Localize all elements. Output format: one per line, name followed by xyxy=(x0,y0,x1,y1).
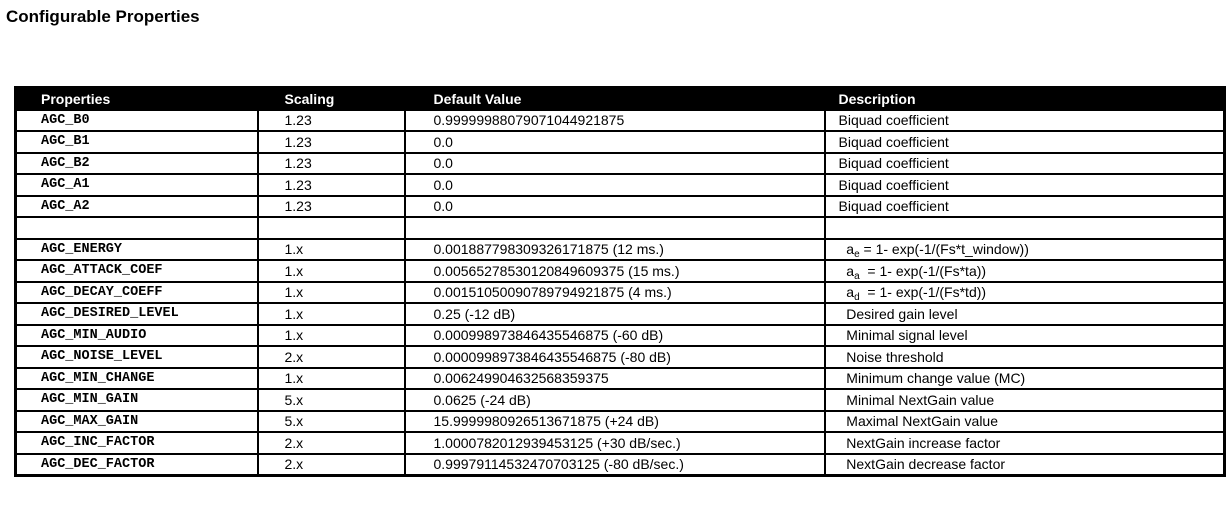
cell-description: Biquad coefficient xyxy=(823,194,1226,218)
cell-description: aa = 1- exp(-1/(Fs*ta)) xyxy=(823,259,1226,283)
table-row: AGC_ENERGY 1.x 0.001887798309326171875 (12… xyxy=(14,237,1226,261)
cell-scaling: 1.23 xyxy=(256,151,406,175)
cell-default-value: 0.00565278530120849609375 (15 ms.) xyxy=(403,259,826,283)
configurable-properties-table: Properties Scaling Default Value Descrip… xyxy=(14,86,1226,477)
cell-description: Maximal NextGain value xyxy=(823,409,1226,433)
table-row: AGC_B2 1.23 0.0 Biquad coefficient xyxy=(14,151,1226,175)
cell-scaling: 1.x xyxy=(256,280,406,304)
table-row: AGC_NOISE_LEVEL 2.x 0.00009989738464355468… xyxy=(14,345,1226,369)
cell-property: AGC_B2 xyxy=(14,151,259,175)
cell-default-value: 0.0 xyxy=(403,173,826,197)
cell-property: AGC_B0 xyxy=(14,108,259,132)
cell-default-value xyxy=(403,216,826,240)
table-header-row: Properties Scaling Default Value Descrip… xyxy=(14,86,1226,111)
cell-default-value: 0.000998973846435546875 (-60 dB) xyxy=(403,323,826,347)
cell-default-value: 0.006249904632568359375 xyxy=(403,366,826,390)
cell-description: NextGain increase factor xyxy=(823,431,1226,455)
cell-scaling: 5.x xyxy=(256,388,406,412)
cell-scaling: 5.x xyxy=(256,409,406,433)
cell-default-value: 0.99979114532470703125 (-80 dB/sec.) xyxy=(403,452,826,476)
cell-default-value: 0.25 (-12 dB) xyxy=(403,302,826,326)
cell-description: ae = 1- exp(-1/(Fs*t_window)) xyxy=(823,237,1226,261)
cell-property: AGC_MIN_AUDIO xyxy=(14,323,259,347)
table-row: AGC_MAX_GAIN 5.x 15.9999980926513671875 (+… xyxy=(14,409,1226,433)
cell-scaling: 1.23 xyxy=(256,173,406,197)
table-row: AGC_MIN_AUDIO 1.x 0.000998973846435546875 … xyxy=(14,323,1226,347)
cell-scaling: 1.x xyxy=(256,323,406,347)
table-row: AGC_MIN_CHANGE 1.x 0.006249904632568359375… xyxy=(14,366,1226,390)
cell-default-value: 0.00151050090789794921875 (4 ms.) xyxy=(403,280,826,304)
cell-property: AGC_DEC_FACTOR xyxy=(14,452,259,476)
cell-default-value: 0.99999988079071044921875 xyxy=(403,108,826,132)
cell-default-value: 0.001887798309326171875 (12 ms.) xyxy=(403,237,826,261)
cell-description: Biquad coefficient xyxy=(823,173,1226,197)
cell-scaling: 2.x xyxy=(256,345,406,369)
table-row: AGC_DEC_FACTOR 2.x 0.99979114532470703125 … xyxy=(14,452,1226,476)
cell-default-value: 0.0 xyxy=(403,151,826,175)
cell-default-value: 15.9999980926513671875 (+24 dB) xyxy=(403,409,826,433)
column-header-properties: Properties xyxy=(14,86,259,111)
cell-description: Noise threshold xyxy=(823,345,1226,369)
cell-property: AGC_DESIRED_LEVEL xyxy=(14,302,259,326)
cell-property: AGC_A2 xyxy=(14,194,259,218)
cell-scaling: 1.x xyxy=(256,237,406,261)
table-row: AGC_A2 1.23 0.0 Biquad coefficient xyxy=(14,194,1226,218)
table-row: AGC_DECAY_COEFF 1.x 0.00151050090789794921… xyxy=(14,280,1226,304)
cell-scaling: 1.23 xyxy=(256,130,406,154)
cell-description: ad = 1- exp(-1/(Fs*td)) xyxy=(823,280,1226,304)
table-row: AGC_B1 1.23 0.0 Biquad coefficient xyxy=(14,130,1226,154)
table-row: AGC_ATTACK_COEF 1.x 0.00565278530120849609… xyxy=(14,259,1226,283)
column-header-default-value: Default Value xyxy=(403,86,826,111)
cell-description: Minimal NextGain value xyxy=(823,388,1226,412)
cell-scaling: 2.x xyxy=(256,452,406,476)
table-row: AGC_DESIRED_LEVEL 1.x 0.25 (-12 dB) Desire… xyxy=(14,302,1226,326)
cell-scaling: 1.23 xyxy=(256,108,406,132)
cell-property: AGC_ENERGY xyxy=(14,237,259,261)
cell-property: AGC_MAX_GAIN xyxy=(14,409,259,433)
cell-description: Minimal signal level xyxy=(823,323,1226,347)
cell-property: AGC_INC_FACTOR xyxy=(14,431,259,455)
cell-default-value: 0.0 xyxy=(403,194,826,218)
cell-scaling: 1.23 xyxy=(256,194,406,218)
table-row: AGC_A1 1.23 0.0 Biquad coefficient xyxy=(14,173,1226,197)
spacer-row xyxy=(14,216,1226,240)
table-body: AGC_B0 1.23 0.99999988079071044921875 Biqua… xyxy=(14,108,1226,476)
column-header-description: Description xyxy=(823,86,1226,111)
cell-property: AGC_MIN_CHANGE xyxy=(14,366,259,390)
cell-property: AGC_A1 xyxy=(14,173,259,197)
cell-description: Biquad coefficient xyxy=(823,130,1226,154)
table-row: AGC_B0 1.23 0.99999988079071044921875 Biqua… xyxy=(14,108,1226,132)
cell-scaling: 1.x xyxy=(256,302,406,326)
cell-description: Minimum change value (MC) xyxy=(823,366,1226,390)
cell-property: AGC_MIN_GAIN xyxy=(14,388,259,412)
cell-default-value: 0.0 xyxy=(403,130,826,154)
cell-description xyxy=(823,216,1226,240)
page-title: Configurable Properties xyxy=(6,7,200,26)
cell-scaling: 1.x xyxy=(256,366,406,390)
cell-default-value: 0.0000998973846435546875 (-80 dB) xyxy=(403,345,826,369)
cell-scaling xyxy=(256,216,406,240)
cell-description: Desired gain level xyxy=(823,302,1226,326)
cell-property xyxy=(14,216,259,240)
cell-default-value: 0.0625 (-24 dB) xyxy=(403,388,826,412)
table-row: AGC_INC_FACTOR 2.x 1.0000782012939453125 (… xyxy=(14,431,1226,455)
cell-property: AGC_DECAY_COEFF xyxy=(14,280,259,304)
column-header-scaling: Scaling xyxy=(256,86,406,111)
cell-description: NextGain decrease factor xyxy=(823,452,1226,476)
cell-property: AGC_B1 xyxy=(14,130,259,154)
cell-default-value: 1.0000782012939453125 (+30 dB/sec.) xyxy=(403,431,826,455)
table-row: AGC_MIN_GAIN 5.x 0.0625 (-24 dB) Minimal N… xyxy=(14,388,1226,412)
cell-property: AGC_ATTACK_COEF xyxy=(14,259,259,283)
cell-description: Biquad coefficient xyxy=(823,108,1226,132)
cell-scaling: 1.x xyxy=(256,259,406,283)
cell-scaling: 2.x xyxy=(256,431,406,455)
cell-description: Biquad coefficient xyxy=(823,151,1226,175)
cell-property: AGC_NOISE_LEVEL xyxy=(14,345,259,369)
